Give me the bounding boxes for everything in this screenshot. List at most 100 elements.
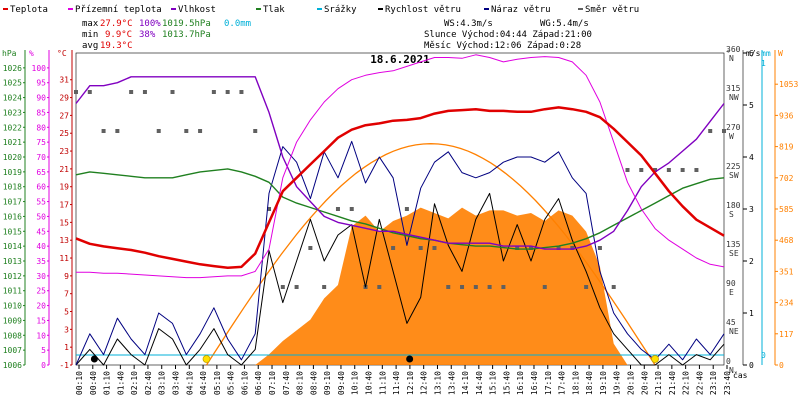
stat-min-hum: 38% [139,30,156,40]
x-tick-label: 02:10 [130,371,139,395]
x-tick-label: 01:40 [116,371,125,395]
wind-direction-point [653,168,658,172]
y-tick-label: 25 [36,287,46,296]
x-tick-label: 15:40 [502,371,511,395]
wind-direction-point [611,285,616,289]
x-tick-label: 17:10 [544,371,553,395]
solar-tick-label: 819 [779,143,794,152]
y-tick-label: 15 [36,316,46,325]
x-tick-label: 04:40 [199,371,208,395]
wind-direction-point [129,90,134,94]
solar-tick-label: 1053 [779,80,798,89]
stat-moon: Měsíc Východ:12:06 Západ:0:28 [424,41,581,51]
wind-tick-label: 2 [749,257,754,266]
x-tick-label: 12:40 [420,371,429,395]
solar-tick-label: 351 [779,267,794,276]
right-axes: °0N45NE90E135SE180S225SW270W315NW360Nm/s… [726,45,798,375]
wind-direction-point [432,246,437,250]
stat-min-press: 1013.7hPa [162,30,211,40]
wind-direction-point [625,168,630,172]
solar-axis-label: W [778,49,783,58]
y-tick-label: 70 [36,153,46,162]
rain-tick-label: 1 [761,59,766,68]
x-tick-label: 11:40 [392,371,401,395]
stat-avg-label: avg [82,41,98,51]
wind-direction-point [115,129,120,133]
y-tick-label: 25 [59,129,69,138]
wind-direction-point [170,90,175,94]
wind-direction-point [639,168,644,172]
x-tick-label: 13:10 [433,371,442,395]
direction-tick-label: 180 [726,201,741,210]
y-tick-label: 65 [36,168,46,177]
compass-label: N [729,366,734,375]
y-tick-label: 1022 [3,123,22,132]
y-tick-label: 1018 [3,183,22,192]
y-tick-label: 10 [36,331,46,340]
stat-min-temp: 9.9°C [105,30,132,40]
stat-max-label: max [82,19,99,29]
wind-direction-point [239,90,244,94]
x-tick-label: 15:10 [489,371,498,395]
compass-label: NW [729,93,739,102]
x-tick-label: 14:40 [475,371,484,395]
wind-direction-point [253,129,258,133]
wind-tick-label: 6 [749,49,754,58]
wind-direction-point [528,246,533,250]
y-tick-label: 45 [36,227,46,236]
humidity-axis-label: % [29,49,34,58]
wind-direction-point [322,285,327,289]
x-tick-label: 11:10 [378,371,387,395]
y-tick-label: 1012 [3,272,22,281]
y-tick-label: 1006 [3,361,22,370]
x-tick-label: 06:40 [254,371,263,395]
y-tick-label: 0 [41,361,46,370]
stat-max-temp: 27.9°C [100,19,133,29]
x-tick-label: 10:10 [351,371,360,395]
y-tick-label: -1 [59,361,69,370]
legend-label: Vlhkost [178,5,216,15]
y-tick-label: 90 [36,94,46,103]
legend-label: Tlak [263,5,285,15]
y-tick-label: 29 [59,94,69,103]
solar-tick-label: 468 [779,236,794,245]
y-tick-label: 17 [59,201,69,210]
chart-title: 18.6.2021 [370,53,430,66]
x-tick-label: 02:40 [144,371,153,395]
direction-tick-label: 135 [726,240,741,249]
wind-direction-point [473,285,478,289]
rain-axis-label: mm [761,49,771,58]
y-tick-label: 1021 [3,138,22,147]
x-tick-label: 23:40 [723,371,732,395]
y-tick-label: 80 [36,123,46,132]
legend-label: Náraz větru [491,5,551,15]
x-tick-label: 22:40 [695,371,704,395]
plot-area [74,52,726,366]
wind-direction-point [101,129,106,133]
wind-gust-line [75,140,725,366]
direction-axis-label: ° [726,49,731,58]
x-tick-label: 20:10 [626,371,635,395]
y-tick-label: 1 [64,343,69,352]
wind-speed-line [75,192,725,366]
y-tick-label: 1013 [3,257,22,266]
wind-direction-point [460,285,465,289]
direction-tick-label: 270 [726,123,741,132]
x-tick-label: 08:40 [309,371,318,395]
y-tick-label: 7 [64,290,69,299]
wind-direction-point [597,246,602,250]
stat-wg: WG:5.4m/s [540,19,589,29]
x-tick-label: 14:10 [461,371,470,395]
solar-tick-label: 234 [779,299,794,308]
x-tick-label: 21:40 [668,371,677,395]
x-tick-label: 18:10 [571,371,580,395]
x-tick-label: 13:40 [447,371,456,395]
stat-max-hum: 100% [139,19,161,29]
y-tick-label: 50 [36,212,46,221]
wind-direction-point [556,246,561,250]
compass-label: NE [729,327,739,336]
wind-direction-point [184,129,189,133]
x-tick-label: 05:40 [227,371,236,395]
compass-label: E [729,288,734,297]
